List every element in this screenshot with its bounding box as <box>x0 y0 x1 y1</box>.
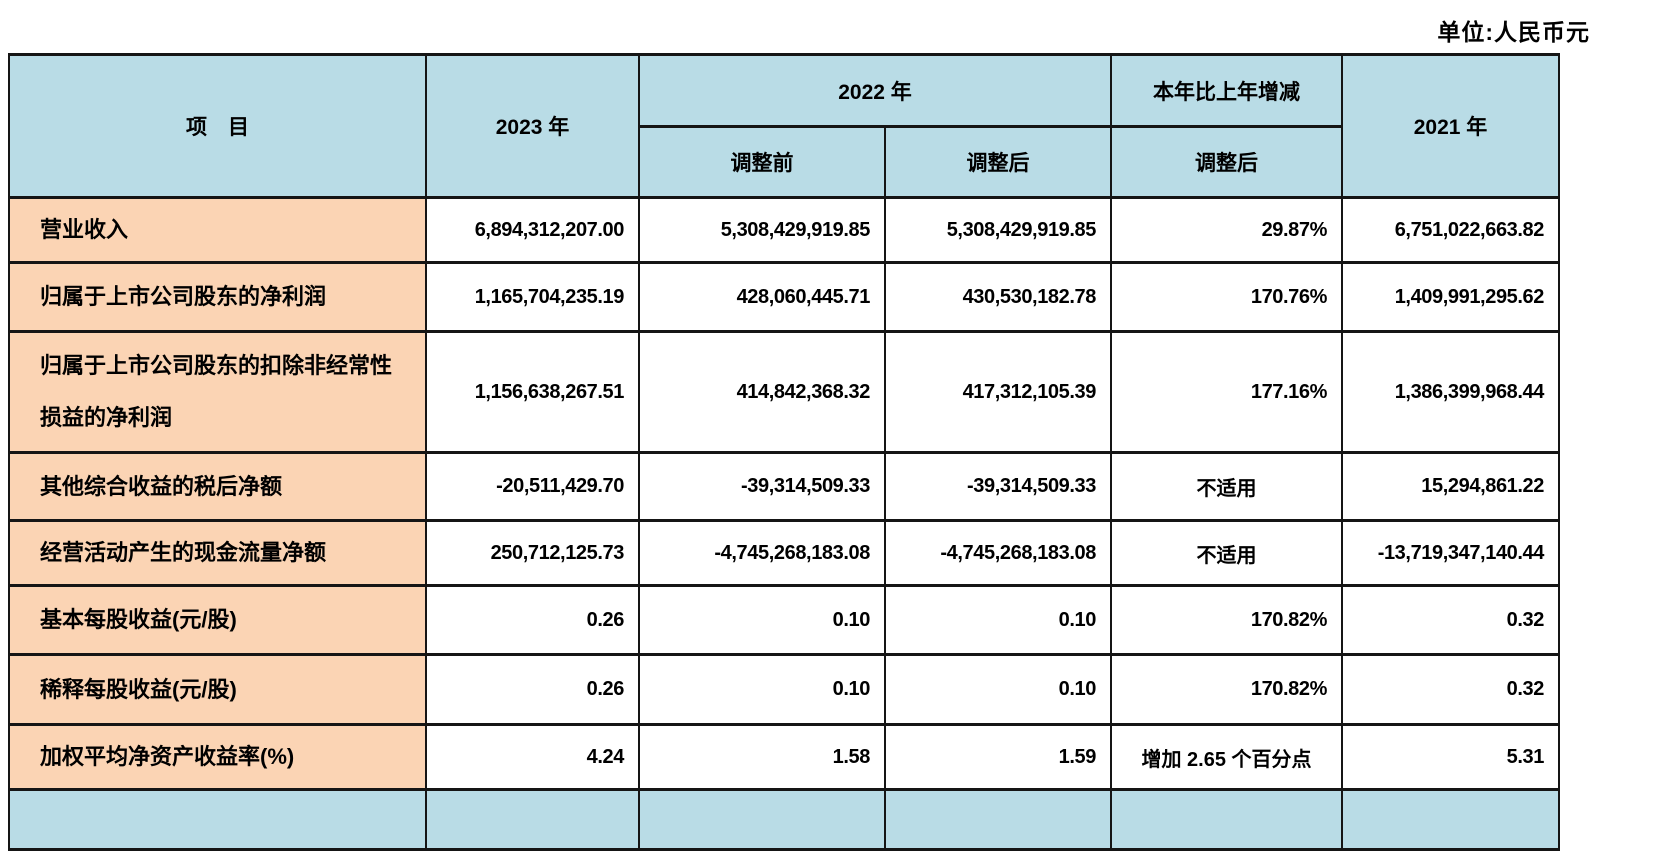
value-2021: 1,386,399,968.44 <box>1341 330 1560 454</box>
header-change: 本年比上年增减 <box>1110 53 1343 128</box>
value-2022-before: 5,308,429,919.85 <box>638 196 886 264</box>
unit-label: 单位:人民币元 <box>1437 19 1590 45</box>
header-2023: 2023 年 <box>425 53 640 199</box>
value-2022-after: 5,308,429,919.85 <box>884 196 1112 264</box>
value-2023: 4.24 <box>425 723 640 791</box>
header-2022-after-adjust: 调整后 <box>884 125 1112 199</box>
value-2021: 0.32 <box>1341 584 1560 656</box>
next-table-header-partial <box>8 788 1560 851</box>
value-2021: 15,294,861.22 <box>1341 451 1560 522</box>
next-header-cell <box>1110 788 1343 851</box>
financial-summary-table: 项 目 2023 年 2022 年 本年比上年增减 2021 年 调整前 调整后… <box>8 53 1560 851</box>
row-label: 其他综合收益的税后净额 <box>8 451 427 522</box>
value-2023: 1,156,638,267.51 <box>425 330 640 454</box>
value-2022-after: 0.10 <box>884 653 1112 726</box>
table-row-diluted-eps: 稀释每股收益(元/股) 0.26 0.10 0.10 170.82% 0.32 <box>8 653 1560 726</box>
value-2022-after: 417,312,105.39 <box>884 330 1112 454</box>
value-2023: 250,712,125.73 <box>425 519 640 587</box>
next-header-cell <box>638 788 886 851</box>
row-label: 归属于上市公司股东的扣除非经常性损益的净利润 <box>8 330 427 454</box>
value-2021: 0.32 <box>1341 653 1560 726</box>
value-2023: 0.26 <box>425 584 640 656</box>
value-change: 170.82% <box>1110 653 1343 726</box>
next-header-cell <box>1341 788 1560 851</box>
table-row-basic-eps: 基本每股收益(元/股) 0.26 0.10 0.10 170.82% 0.32 <box>8 584 1560 656</box>
header-change-after-adjust: 调整后 <box>1110 125 1343 199</box>
header-row-1: 项 目 2023 年 2022 年 本年比上年增减 2021 年 <box>8 53 1560 199</box>
value-change: 170.76% <box>1110 261 1343 333</box>
row-label: 加权平均净资产收益率(%) <box>8 723 427 791</box>
table-row-operating-cash-flow: 经营活动产生的现金流量净额 250,712,125.73 -4,745,268,… <box>8 519 1560 587</box>
value-2022-before: -4,745,268,183.08 <box>638 519 886 587</box>
value-2021: 5.31 <box>1341 723 1560 791</box>
next-header-cell <box>8 788 427 851</box>
value-2022-before: 0.10 <box>638 584 886 656</box>
value-2022-before: 1.58 <box>638 723 886 791</box>
value-2022-after: -39,314,509.33 <box>884 451 1112 522</box>
row-label: 营业收入 <box>8 196 427 264</box>
table-row-weighted-avg-roe: 加权平均净资产收益率(%) 4.24 1.58 1.59 增加 2.65 个百分… <box>8 723 1560 791</box>
table-row-net-profit-attributable: 归属于上市公司股东的净利润 1,165,704,235.19 428,060,4… <box>8 261 1560 333</box>
header-2021: 2021 年 <box>1341 53 1560 199</box>
table-row-other-comprehensive-income: 其他综合收益的税后净额 -20,511,429.70 -39,314,509.3… <box>8 451 1560 522</box>
table-row-operating-revenue: 营业收入 6,894,312,207.00 5,308,429,919.85 5… <box>8 196 1560 264</box>
row-label: 基本每股收益(元/股) <box>8 584 427 656</box>
value-2022-before: 428,060,445.71 <box>638 261 886 333</box>
row-label: 归属于上市公司股东的净利润 <box>8 261 427 333</box>
value-2022-after: 430,530,182.78 <box>884 261 1112 333</box>
value-2023: 1,165,704,235.19 <box>425 261 640 333</box>
table-row-net-profit-excl-nonrecurring: 归属于上市公司股东的扣除非经常性损益的净利润 1,156,638,267.51 … <box>8 330 1560 454</box>
value-change: 不适用 <box>1110 519 1343 587</box>
value-2022-before: 414,842,368.32 <box>638 330 886 454</box>
value-2021: -13,719,347,140.44 <box>1341 519 1560 587</box>
value-2022-before: -39,314,509.33 <box>638 451 886 522</box>
value-2021: 1,409,991,295.62 <box>1341 261 1560 333</box>
header-row-2: 调整前 调整后 调整后 <box>9 125 1559 199</box>
next-header-cell <box>425 788 640 851</box>
next-header-cell <box>884 788 1112 851</box>
header-2022-before-adjust: 调整前 <box>638 125 886 199</box>
value-change: 170.82% <box>1110 584 1343 656</box>
value-2023: 6,894,312,207.00 <box>425 196 640 264</box>
value-2022-after: -4,745,268,183.08 <box>884 519 1112 587</box>
value-2022-after: 0.10 <box>884 584 1112 656</box>
value-change: 177.16% <box>1110 330 1343 454</box>
value-change: 不适用 <box>1110 451 1343 522</box>
header-item: 项 目 <box>8 53 427 199</box>
header-2022: 2022 年 <box>638 53 1112 128</box>
value-2021: 6,751,022,663.82 <box>1341 196 1560 264</box>
value-change: 29.87% <box>1110 196 1343 264</box>
value-2022-after: 1.59 <box>884 723 1112 791</box>
value-2023: -20,511,429.70 <box>425 451 640 522</box>
value-2022-before: 0.10 <box>638 653 886 726</box>
value-change: 增加 2.65 个百分点 <box>1110 723 1343 791</box>
row-label: 稀释每股收益(元/股) <box>8 653 427 726</box>
value-2023: 0.26 <box>425 653 640 726</box>
row-label: 经营活动产生的现金流量净额 <box>8 519 427 587</box>
